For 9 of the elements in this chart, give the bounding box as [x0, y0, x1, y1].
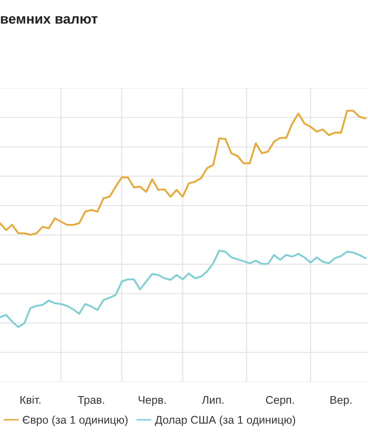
x-tick-label: Лип. [202, 396, 224, 404]
legend-label: Долар США (за 1 одиницю) [154, 416, 296, 426]
x-tick-label: Квіт. [20, 396, 40, 404]
legend-label: Євро (за 1 одиницю) [22, 416, 128, 426]
x-tick-label: Вер. [330, 396, 352, 406]
x-tick-label: Трав. [78, 396, 104, 406]
x-tick-label: Серп. [266, 396, 294, 406]
chart-title: вемних валют [0, 16, 98, 24]
x-tick-label: Черв. [138, 396, 166, 406]
